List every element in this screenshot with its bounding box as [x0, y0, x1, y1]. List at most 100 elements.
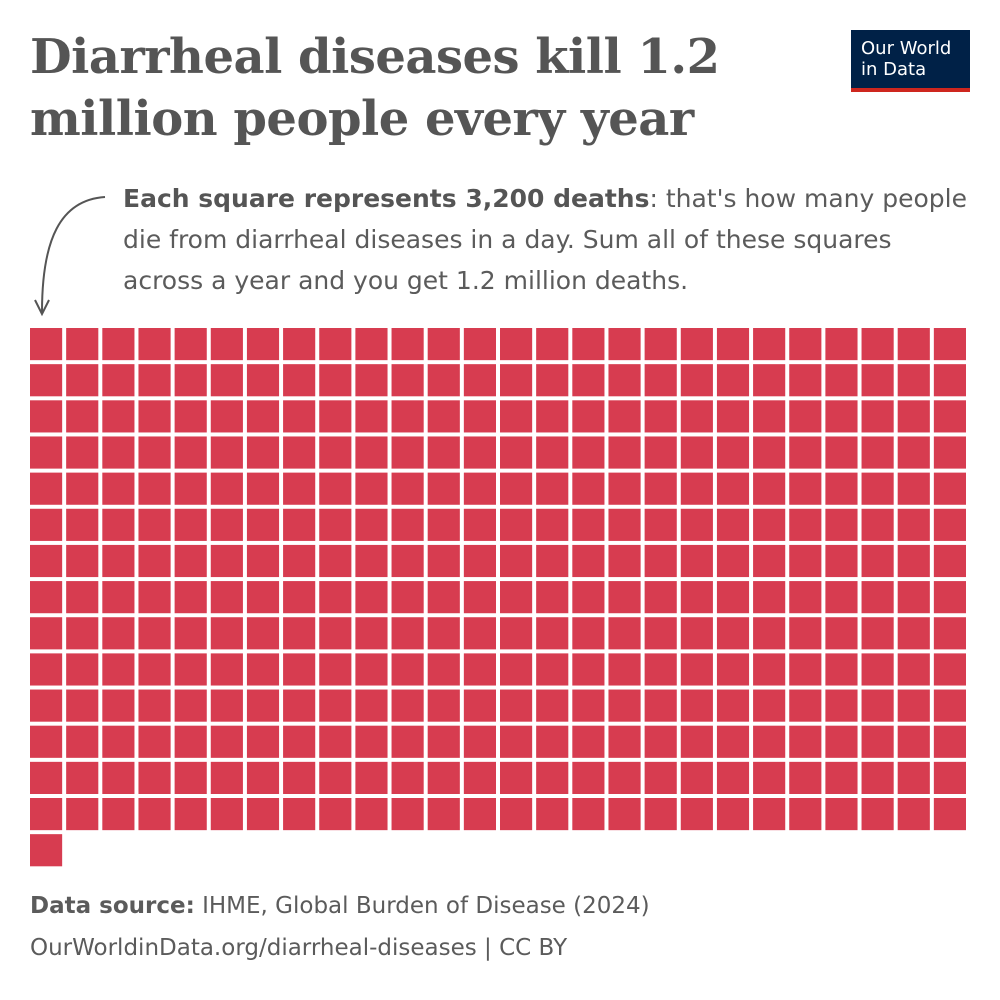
square [861, 508, 894, 541]
square [102, 689, 135, 722]
square [174, 689, 207, 722]
square [753, 400, 786, 433]
source: IHME, Global Burden of Disease (2024) [202, 893, 650, 919]
square [246, 725, 280, 758]
square [427, 798, 460, 831]
square [572, 761, 605, 794]
square [210, 798, 243, 831]
square [210, 689, 243, 722]
square [572, 617, 605, 650]
square [716, 328, 750, 361]
square [102, 653, 135, 686]
square [174, 472, 207, 505]
square [572, 798, 605, 831]
square [933, 400, 966, 433]
square [283, 328, 316, 361]
square [753, 364, 786, 397]
square [500, 761, 533, 794]
square [572, 400, 605, 433]
square [463, 472, 496, 505]
square [933, 617, 966, 650]
square [789, 653, 822, 686]
square [680, 328, 713, 361]
square [210, 544, 243, 578]
source-line: Data source: IHME, Global Burden of Dise… [30, 893, 650, 919]
square [608, 328, 641, 361]
square [210, 761, 243, 794]
square [644, 761, 677, 794]
square [30, 725, 63, 758]
square [861, 472, 894, 505]
square [536, 653, 569, 686]
square [391, 653, 424, 686]
square [825, 328, 858, 361]
square [861, 653, 894, 686]
arrow [41, 196, 106, 313]
square [536, 581, 569, 614]
square [319, 581, 352, 614]
square [174, 761, 207, 794]
square [427, 581, 460, 614]
square [897, 689, 930, 722]
square [897, 328, 930, 361]
square [174, 544, 207, 578]
square [355, 689, 388, 722]
square [355, 508, 388, 541]
square [319, 761, 352, 794]
square [789, 725, 822, 758]
square [536, 400, 569, 433]
square [246, 798, 280, 831]
square [138, 617, 171, 650]
square [608, 798, 641, 831]
square [174, 508, 207, 541]
square [283, 436, 316, 469]
square [716, 472, 750, 505]
square [572, 544, 605, 578]
square [283, 581, 316, 614]
square [608, 508, 641, 541]
square [933, 761, 966, 794]
square [753, 761, 786, 794]
square [861, 689, 894, 722]
footer[interactable]: OurWorldinData.org/diarrheal-diseases | … [30, 935, 568, 961]
square [933, 544, 966, 578]
square [572, 725, 605, 758]
square [102, 617, 135, 650]
square [66, 617, 99, 650]
square [355, 581, 388, 614]
square [138, 508, 171, 541]
square [644, 544, 677, 578]
square [391, 328, 424, 361]
square [500, 364, 533, 397]
square [355, 798, 388, 831]
square [644, 328, 677, 361]
square [789, 400, 822, 433]
square [319, 689, 352, 722]
square [644, 581, 677, 614]
square [102, 761, 135, 794]
square [174, 617, 207, 650]
square [753, 544, 786, 578]
square [572, 508, 605, 541]
square [825, 544, 858, 578]
square [644, 725, 677, 758]
square [933, 581, 966, 614]
square [825, 617, 858, 650]
square [174, 364, 207, 397]
square [572, 472, 605, 505]
square [30, 436, 63, 469]
square [174, 436, 207, 469]
square [716, 508, 750, 541]
square [608, 761, 641, 794]
square [500, 617, 533, 650]
square [753, 725, 786, 758]
square [319, 653, 352, 686]
square [427, 725, 460, 758]
logo[interactable]: Our World in Data [851, 30, 970, 92]
square [897, 761, 930, 794]
square [825, 436, 858, 469]
square [753, 508, 786, 541]
square [500, 725, 533, 758]
square [138, 436, 171, 469]
square [138, 364, 171, 397]
